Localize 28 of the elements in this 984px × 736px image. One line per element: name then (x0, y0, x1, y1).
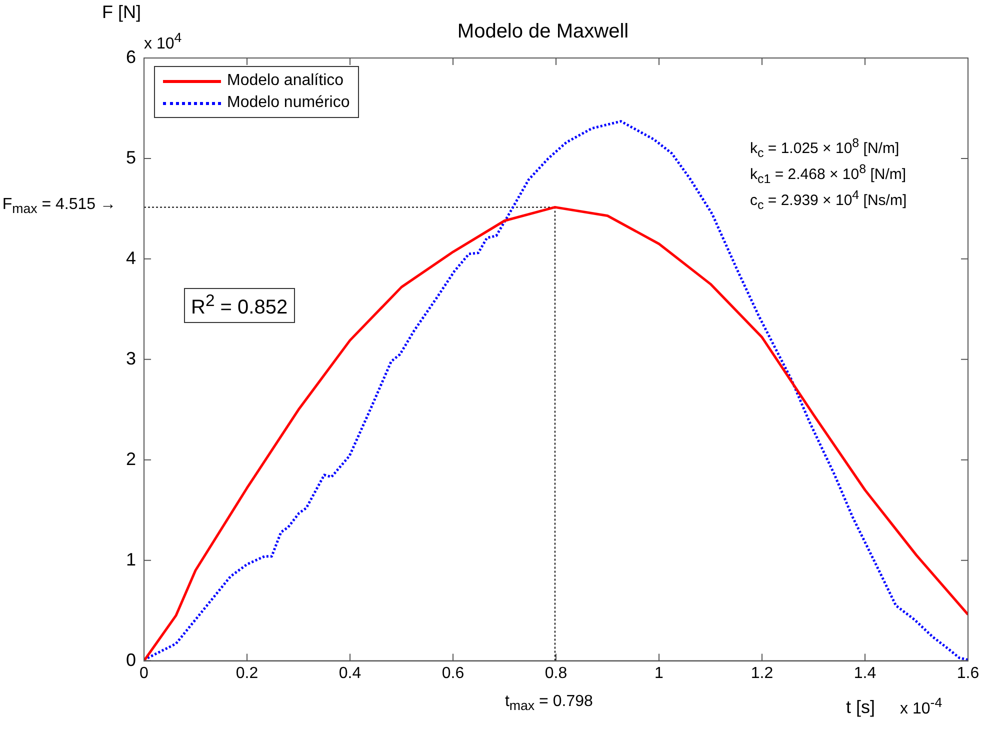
x-tick-label: 0.6 (442, 664, 464, 682)
x-tick-label: 1.2 (750, 664, 774, 682)
x-tick-label: 1 (654, 664, 664, 682)
annotation: R$^{2}$ = 0.852 (184, 288, 295, 323)
x-tick-label: 0.4 (338, 664, 362, 682)
x-tick-label: 0.8 (544, 664, 568, 682)
y-tick-label: 3 (126, 348, 136, 368)
x-tick-label: 1.4 (854, 664, 876, 682)
y-tick-label: 2 (126, 448, 136, 469)
x-tick-label: 0 (140, 664, 149, 682)
y-tick-label: 6 (126, 46, 136, 67)
text: x 10$^{-4}$ (900, 694, 942, 718)
ref-line-label: t$_{max}$ = 0.798 (504, 692, 593, 713)
ref-line-label: F$_{max}$ = 4.515 → (2, 196, 116, 216)
annotation: k$_{c1}$ = 2.468 × 10$^{8}$ [N/m] (750, 162, 906, 186)
annotation: k$_{c}$ = 1.025 × 10$^{8}$ [N/m] (750, 136, 900, 160)
text: x 10$^{4}$ (144, 30, 182, 54)
y-tick-label: 4 (126, 248, 136, 268)
x-tick-label: 0.2 (236, 664, 258, 682)
x-axis-title: t [s] (846, 696, 876, 718)
annotation: c$_{c}$ = 2.939 × 10$^{4}$ [Ns/m] (750, 188, 907, 212)
y-axis-title: F [N] (102, 2, 141, 23)
y-tick-label: 1 (126, 549, 136, 570)
legend-label: Modelo numérico (227, 93, 350, 113)
x-tick-label: 1.6 (956, 664, 980, 682)
chart-title: Modelo de Maxwell (457, 20, 629, 43)
y-tick-label: 5 (126, 147, 136, 168)
legend-label: Modelo analítico (227, 71, 344, 91)
